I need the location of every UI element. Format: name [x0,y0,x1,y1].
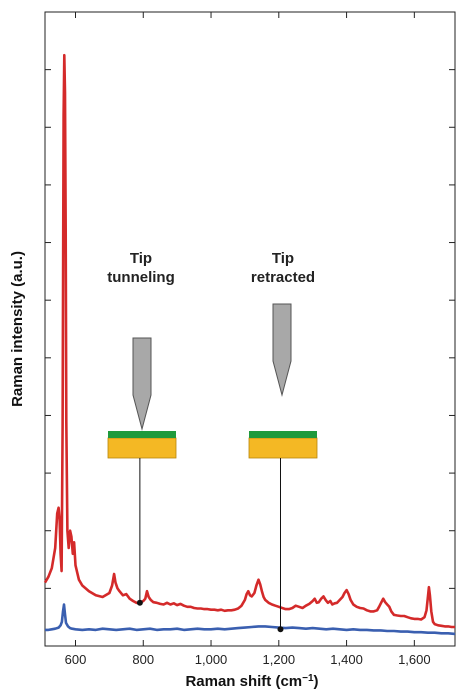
x-tick-labels: 600 800 1,000 1,200 1,400 1,600 [65,652,431,667]
tip-retracted-icon [272,303,292,397]
tip-tunneling-illustration [107,337,177,459]
x-tick-label-5: 1,600 [398,652,431,667]
annotation-tip-retracted-line1: Tip [272,250,294,267]
series-line-0 [43,53,455,629]
annotation-tip-retracted-line2: retracted [251,269,315,286]
x-tick-label-2: 1,000 [195,652,228,667]
annotation-marker-1 [277,626,284,633]
x-tick-label-1: 800 [132,652,154,667]
annotation-marker-0 [136,599,143,606]
substrate-green-layer-left [108,431,176,438]
x-tick-label-4: 1,400 [330,652,363,667]
series-line-1 [45,603,456,636]
x-axis-label-superscript: −1 [302,673,314,684]
y-axis-label: Raman intensity (a.u.) [9,251,26,407]
tip-tunneling-icon [132,337,152,431]
annotation-tip-tunneling-line1: Tip [130,250,152,267]
tick-marks [45,12,455,646]
series-group [43,53,456,636]
tip-retracted-illustration [248,303,318,459]
annotation-tip-tunneling-line2: tunneling [107,269,175,286]
annotation-lines [136,458,284,633]
substrate-gold-layer-right [248,437,318,459]
plot-frame [44,11,456,647]
substrate-gold-layer-left [107,437,177,459]
x-tick-label-3: 1,200 [263,652,296,667]
x-axis-label: Raman shift (cm−1) [185,673,318,691]
substrate-green-layer-right [249,431,317,438]
x-tick-label-0: 600 [65,652,87,667]
